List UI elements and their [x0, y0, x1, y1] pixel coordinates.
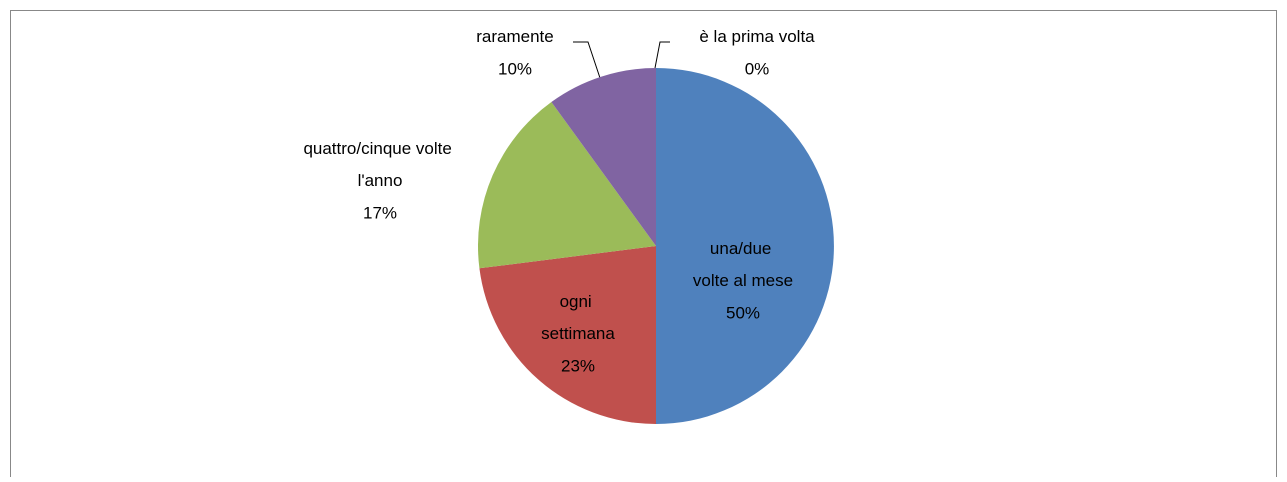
slice-label: raramente [476, 27, 553, 46]
slice-label-line: volte al mese [693, 271, 793, 290]
leader-line [654, 41, 670, 69]
slice-label-line: settimana [541, 324, 615, 343]
slice-label-line: raramente [476, 27, 553, 46]
slice-label-line: ogni [560, 292, 597, 311]
slice-label: ogni settimana [541, 292, 615, 343]
slice-label: è la prima volta [699, 27, 815, 46]
slice-label: una/due volte al mese [693, 239, 793, 290]
pie-slice [551, 68, 656, 246]
slice-label: quattro/cinque volte l'anno [303, 139, 456, 190]
slice-label-line: quattro/cinque volte [303, 139, 456, 158]
slice-value-label: 50% [726, 303, 760, 322]
slice-value-label: 17% [363, 203, 397, 222]
pie-slice [479, 246, 656, 424]
pie-slice [478, 101, 656, 269]
slice-label-line: una/due [710, 239, 776, 258]
pie-slice [656, 68, 834, 424]
slice-label-line: l'anno [358, 171, 403, 190]
slice-label-line: è la prima volta [699, 27, 815, 46]
leader-line [573, 41, 601, 79]
slice-value-label: 23% [561, 356, 595, 375]
slice-value-label: 10% [498, 59, 532, 78]
slice-value-label: 0% [745, 59, 770, 78]
